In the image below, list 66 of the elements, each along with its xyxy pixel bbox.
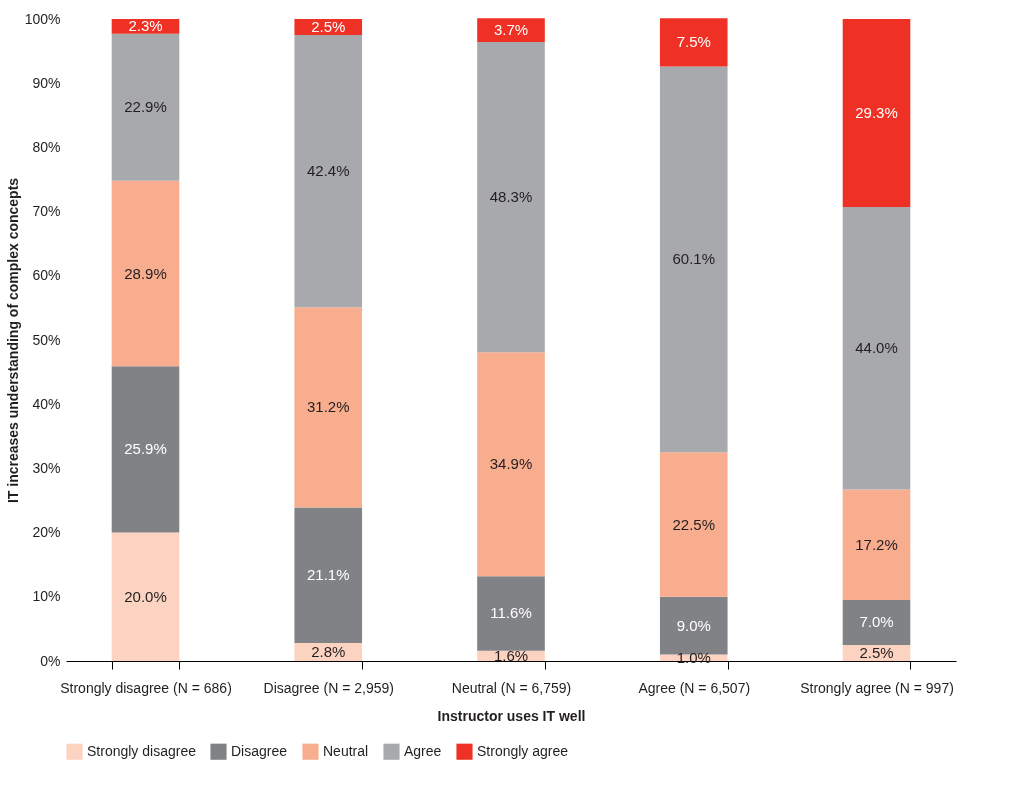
- y-tick-label: 20%: [32, 524, 61, 541]
- data-label: 1.6%: [493, 646, 529, 664]
- y-tick-label: 40%: [32, 395, 61, 412]
- y-tick-label: 30%: [32, 459, 61, 476]
- data-label: 2.3%: [128, 17, 163, 35]
- bar: [659, 452, 728, 597]
- bar: [294, 307, 363, 508]
- bar: [111, 180, 180, 367]
- bar: [111, 33, 180, 181]
- y-tick-label: 50%: [32, 331, 61, 348]
- bar: [111, 532, 180, 661]
- bar: [477, 576, 545, 651]
- legend-label: Disagree: [231, 742, 288, 759]
- data-label: 20.0%: [124, 587, 167, 605]
- bar: [294, 507, 363, 644]
- data-label: 11.6%: [490, 604, 532, 622]
- y-tick-label: 100%: [24, 10, 61, 27]
- bar: [842, 600, 911, 645]
- data-label: 44.0%: [855, 339, 898, 357]
- legend-label: Strongly agree: [477, 742, 569, 759]
- legend-label: Neutral: [323, 742, 369, 759]
- bar: [659, 66, 728, 453]
- data-label: 25.9%: [124, 440, 167, 458]
- data-label: 28.9%: [124, 264, 167, 282]
- y-tick-label: 10%: [32, 588, 61, 605]
- x-axis-title: Instructor uses IT well: [437, 707, 586, 724]
- bar: [477, 352, 545, 577]
- bar: [659, 596, 728, 655]
- y-tick-label: 0%: [40, 652, 61, 669]
- y-tick-label: 80%: [32, 138, 61, 155]
- data-label: 9.0%: [676, 616, 711, 634]
- data-label: 22.5%: [672, 515, 716, 533]
- y-tick-label: 60%: [32, 267, 61, 284]
- data-label: 29.3%: [855, 104, 898, 122]
- data-label: 31.2%: [306, 398, 350, 416]
- data-label: 17.2%: [855, 535, 898, 553]
- data-label: 3.7%: [493, 21, 529, 39]
- data-label: 21.1%: [306, 566, 350, 584]
- bar: [294, 35, 363, 308]
- bar: [842, 19, 911, 208]
- data-label: 22.9%: [124, 98, 167, 116]
- y-tick-label: 70%: [32, 203, 61, 220]
- legend-label: Agree: [404, 742, 442, 759]
- data-label: 48.3%: [489, 188, 533, 206]
- bar: [659, 18, 728, 67]
- data-label: 2.8%: [311, 643, 346, 661]
- bar: [842, 207, 911, 490]
- x-tick-label: Strongly disagree (N = 686): [60, 679, 232, 696]
- data-label: 60.1%: [672, 250, 716, 268]
- x-tick-label: Disagree (N = 2,959): [263, 679, 394, 696]
- data-label: 42.4%: [306, 162, 350, 180]
- data-label: 2.5%: [311, 18, 346, 36]
- bar: [111, 366, 180, 533]
- bar: [477, 42, 545, 353]
- y-axis-title: IT increases understanding of complex concepts: [4, 177, 21, 504]
- data-label: 2.5%: [859, 643, 894, 661]
- data-label: 7.0%: [859, 613, 894, 631]
- bar: [842, 489, 911, 601]
- x-tick-label: Agree (N = 6,507): [638, 679, 751, 696]
- data-label: 34.9%: [489, 455, 533, 473]
- data-label: 7.5%: [676, 33, 711, 51]
- legend-label: Strongly disagree: [87, 742, 197, 759]
- x-tick-label: Neutral (N = 6,759): [451, 679, 572, 696]
- bar: [477, 18, 545, 43]
- x-tick-label: Strongly agree (N = 997): [800, 679, 954, 696]
- y-tick-label: 90%: [32, 74, 61, 91]
